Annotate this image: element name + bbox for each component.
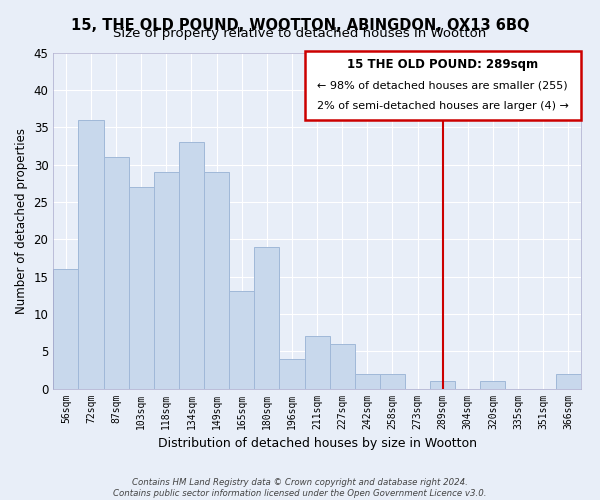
FancyBboxPatch shape [305, 51, 581, 120]
Text: 2% of semi-detached houses are larger (4) →: 2% of semi-detached houses are larger (4… [317, 101, 569, 111]
Bar [254, 246, 280, 388]
X-axis label: Distribution of detached houses by size in Wootton: Distribution of detached houses by size … [158, 437, 476, 450]
Bar [179, 142, 204, 388]
Bar [53, 269, 79, 388]
Text: ← 98% of detached houses are smaller (255): ← 98% of detached houses are smaller (25… [317, 80, 568, 90]
Bar [430, 381, 455, 388]
Bar [104, 157, 128, 388]
Bar [154, 172, 179, 388]
Text: Size of property relative to detached houses in Wootton: Size of property relative to detached ho… [113, 28, 487, 40]
Bar [280, 358, 305, 388]
Bar [355, 374, 380, 388]
Bar [481, 381, 505, 388]
Bar [305, 336, 329, 388]
Bar [79, 120, 104, 388]
Bar [380, 374, 405, 388]
Bar [128, 187, 154, 388]
Bar [329, 344, 355, 388]
Text: Contains HM Land Registry data © Crown copyright and database right 2024.
Contai: Contains HM Land Registry data © Crown c… [113, 478, 487, 498]
Text: 15 THE OLD POUND: 289sqm: 15 THE OLD POUND: 289sqm [347, 58, 538, 71]
Text: 15, THE OLD POUND, WOOTTON, ABINGDON, OX13 6BQ: 15, THE OLD POUND, WOOTTON, ABINGDON, OX… [71, 18, 529, 32]
Y-axis label: Number of detached properties: Number of detached properties [15, 128, 28, 314]
Bar [204, 172, 229, 388]
Bar [229, 292, 254, 388]
Bar [556, 374, 581, 388]
